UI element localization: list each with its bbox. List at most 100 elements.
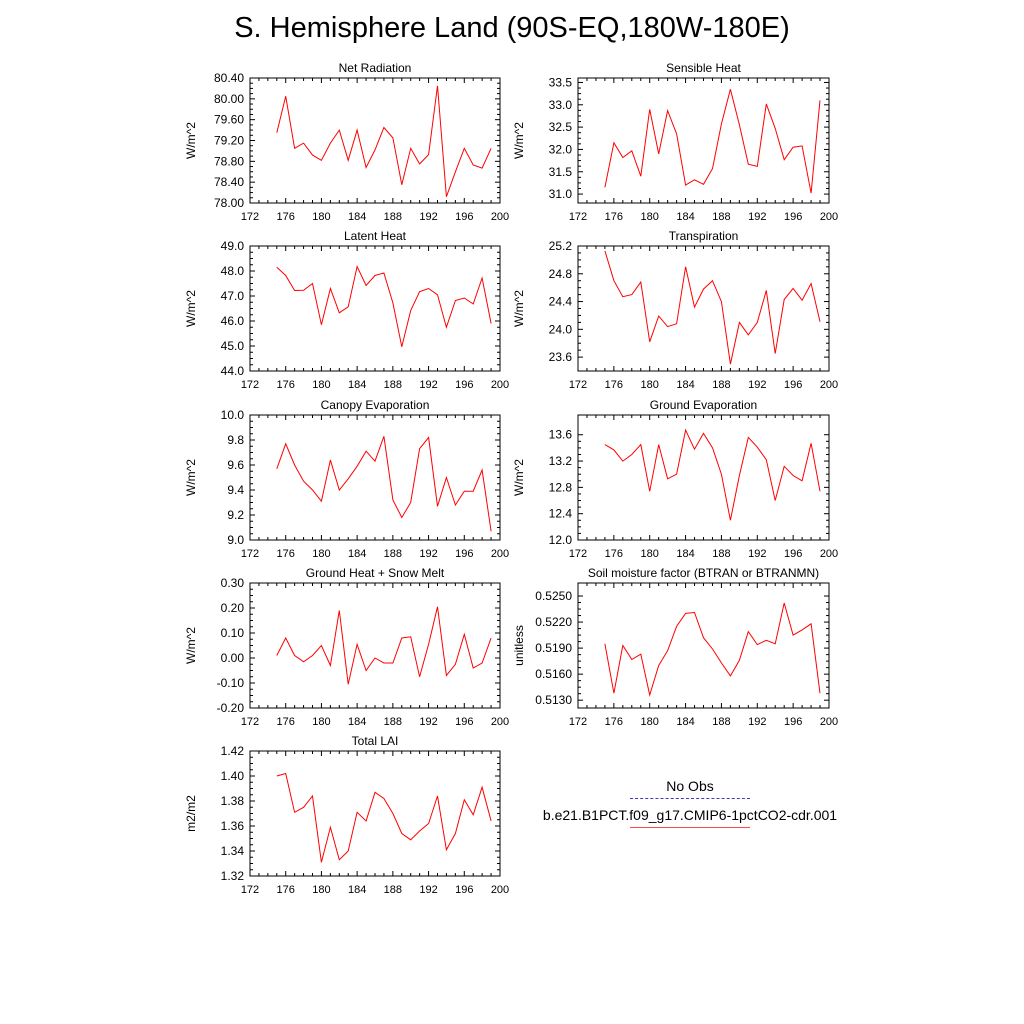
x-tick-label: 176 <box>277 884 295 896</box>
panel-title: Canopy Evaporation <box>321 398 430 412</box>
y-axis-label: W/m^2 <box>184 290 198 327</box>
x-tick-label: 180 <box>312 716 330 728</box>
x-tick-label: 180 <box>312 884 330 896</box>
x-tick-label: 196 <box>455 379 473 391</box>
x-tick-label: 188 <box>384 716 402 728</box>
y-tick-label: -0.20 <box>217 701 245 715</box>
y-tick-label: 48.0 <box>221 264 245 278</box>
legend-obs-label: No Obs <box>666 778 714 794</box>
y-axis-label: W/m^2 <box>512 290 526 327</box>
plot-frame <box>577 245 830 372</box>
series-line <box>604 428 821 521</box>
y-tick-label: 78.80 <box>214 154 244 168</box>
chart-panel-3: 172 176 180 184 188 192 196 200 44.0 45.0 46.0 47.0… <box>184 229 509 391</box>
x-tick-label: 192 <box>419 716 437 728</box>
chart-panel-6: 172 176 180 184 188 192 196 200 12.0 12.4 12.8 13.2… <box>512 398 838 560</box>
y-tick-label: 0.20 <box>221 601 245 615</box>
panel-title: Total LAI <box>352 734 399 748</box>
x-tick-label: 176 <box>277 548 295 560</box>
y-axis-label: W/m^2 <box>512 459 526 496</box>
y-axis-label: W/m^2 <box>512 122 526 159</box>
y-tick-label: 13.2 <box>549 454 573 468</box>
x-tick-label: 172 <box>241 716 259 728</box>
page-title: S. Hemisphere Land (90S-EQ,180W-180E) <box>234 12 790 44</box>
y-axis-label: W/m^2 <box>184 627 198 664</box>
y-tick-label: 46.0 <box>221 314 245 328</box>
y-tick-label: 25.2 <box>549 239 573 253</box>
chart-panel-4: 172 176 180 184 188 192 196 200 23.6 24.0 24.4 24.8… <box>512 229 838 391</box>
x-tick-label: 188 <box>712 548 730 560</box>
x-tick-label: 176 <box>605 716 623 728</box>
y-tick-label: 1.40 <box>221 769 245 783</box>
y-tick-label: 24.0 <box>549 322 573 336</box>
y-tick-label: 31.5 <box>549 165 573 179</box>
series-line <box>276 772 492 863</box>
chart-panel-2: 172 176 180 184 188 192 196 200 31.0 31.5 32.0 32.5… <box>512 61 838 223</box>
y-tick-label: 0.00 <box>221 651 245 665</box>
series-line <box>276 606 492 685</box>
legend-obs-line <box>630 798 750 799</box>
x-tick-label: 200 <box>491 379 509 391</box>
x-tick-label: 184 <box>676 548 694 560</box>
x-tick-label: 196 <box>455 548 473 560</box>
series-line <box>276 264 492 347</box>
x-tick-label: 192 <box>419 211 437 223</box>
plot-frame <box>249 77 501 204</box>
x-tick-label: 192 <box>419 379 437 391</box>
x-tick-label: 188 <box>384 884 402 896</box>
y-axis-label: W/m^2 <box>184 122 198 159</box>
series-line <box>604 250 821 365</box>
x-tick-label: 180 <box>312 379 330 391</box>
y-tick-label: 0.5220 <box>535 615 572 629</box>
x-tick-label: 184 <box>676 716 694 728</box>
x-tick-label: 184 <box>676 379 694 391</box>
y-tick-label: 24.4 <box>549 295 573 309</box>
plot-frame <box>249 582 501 709</box>
x-tick-label: 184 <box>348 884 366 896</box>
y-tick-label: 1.38 <box>221 794 245 808</box>
x-tick-label: 176 <box>277 379 295 391</box>
x-tick-label: 188 <box>384 211 402 223</box>
x-tick-label: 200 <box>491 548 509 560</box>
y-tick-label: 9.0 <box>227 533 244 547</box>
x-tick-label: 200 <box>491 884 509 896</box>
x-tick-label: 192 <box>419 884 437 896</box>
y-tick-label: 1.32 <box>221 869 245 883</box>
x-tick-label: 180 <box>641 379 659 391</box>
y-tick-label: 0.5190 <box>535 641 572 655</box>
x-tick-label: 176 <box>277 716 295 728</box>
x-tick-label: 200 <box>820 716 838 728</box>
y-tick-label: 12.0 <box>549 533 573 547</box>
chart-panel-1: 172 176 180 184 188 192 196 200 78.00 78.40 78.80 7… <box>184 61 509 223</box>
x-tick-label: 196 <box>784 716 802 728</box>
y-tick-label: 12.4 <box>549 507 573 521</box>
x-tick-label: 192 <box>419 548 437 560</box>
x-tick-label: 172 <box>569 211 587 223</box>
y-tick-label: 79.60 <box>214 113 244 127</box>
plot-frame <box>249 245 501 372</box>
x-tick-label: 196 <box>784 379 802 391</box>
x-tick-label: 180 <box>312 211 330 223</box>
y-tick-label: 9.6 <box>227 458 244 472</box>
y-tick-label: 49.0 <box>221 239 245 253</box>
legend: No Obs b.e21.B1PCT.f09_g17.CMIP6-1pctCO2… <box>530 778 850 836</box>
series-line <box>604 602 821 697</box>
y-tick-label: 10.0 <box>221 408 245 422</box>
y-tick-label: 9.8 <box>227 433 244 447</box>
y-tick-label: 80.40 <box>214 71 244 85</box>
chart-panel-7: 172 176 180 184 188 192 196 200 -0.20 -0.10 0.00 0.… <box>184 566 509 728</box>
panel-title: Ground Heat + Snow Melt <box>306 566 445 580</box>
y-axis-label: unitless <box>512 625 526 666</box>
y-tick-label: 24.8 <box>549 267 573 281</box>
x-tick-label: 196 <box>784 211 802 223</box>
y-tick-label: 79.20 <box>214 134 244 148</box>
panel-title: Sensible Heat <box>666 61 741 75</box>
x-tick-label: 188 <box>712 379 730 391</box>
y-axis-label: m2/m2 <box>184 795 198 832</box>
x-tick-label: 188 <box>384 548 402 560</box>
x-tick-label: 184 <box>348 716 366 728</box>
y-tick-label: 0.5130 <box>535 693 572 707</box>
x-tick-label: 192 <box>748 379 766 391</box>
y-tick-label: 31.0 <box>549 187 573 201</box>
